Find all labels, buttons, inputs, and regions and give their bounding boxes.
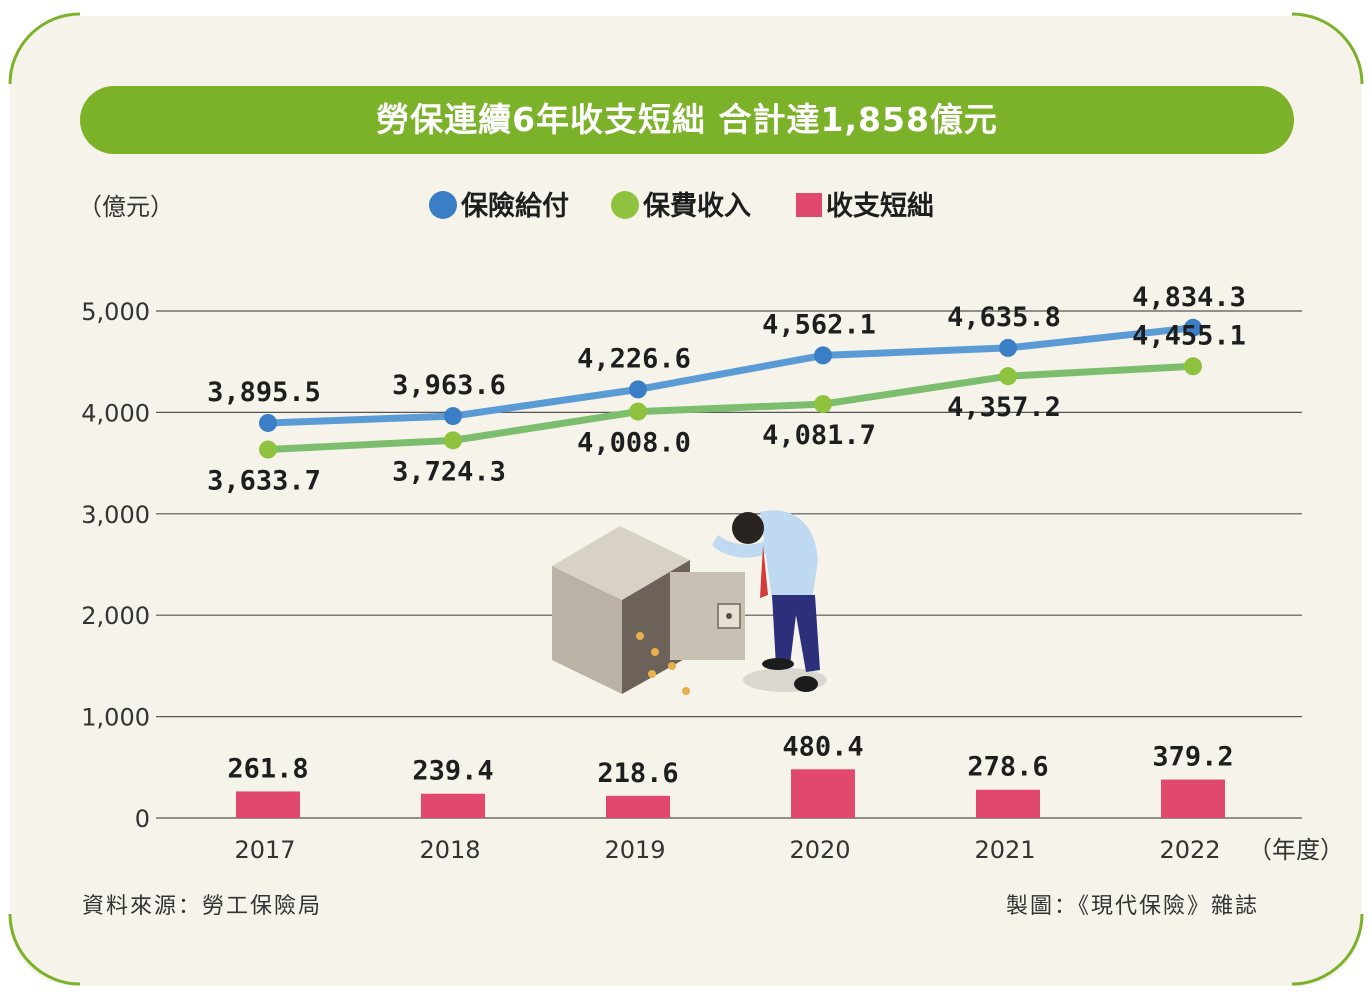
bar-deficit bbox=[606, 795, 670, 818]
data-label-benefit: 3,895.5 bbox=[207, 377, 321, 408]
bar-deficit bbox=[421, 793, 485, 818]
series-point-premium bbox=[1184, 357, 1202, 376]
x-tick-label: 2022 bbox=[1159, 836, 1220, 864]
data-label-deficit: 261.8 bbox=[227, 753, 308, 784]
x-tick-label: 2020 bbox=[789, 836, 850, 864]
legend-benefit-label: 保險給付 bbox=[460, 190, 569, 222]
data-label-premium: 4,455.1 bbox=[1132, 320, 1246, 351]
y-tick-label: 5,000 bbox=[81, 298, 150, 326]
chart-credit: 製圖：《現代保險》雜誌 bbox=[1006, 894, 1260, 919]
bar-deficit bbox=[791, 769, 855, 818]
x-axis-unit: （年度） bbox=[1248, 836, 1344, 864]
series-point-premium bbox=[444, 431, 462, 450]
x-tick-label: 2019 bbox=[604, 836, 665, 864]
series-point-premium bbox=[259, 440, 277, 459]
data-label-premium: 4,357.2 bbox=[947, 392, 1061, 423]
bar-deficit bbox=[976, 789, 1040, 818]
legend-premium-marker bbox=[611, 191, 639, 219]
y-tick-label: 4,000 bbox=[81, 399, 150, 427]
safe-illustration bbox=[552, 526, 827, 695]
series-point-premium bbox=[814, 395, 832, 414]
legend-benefit-marker bbox=[429, 191, 457, 219]
y-tick-label: 0 bbox=[135, 805, 150, 833]
chart-card bbox=[10, 16, 1362, 986]
series-point-benefit bbox=[814, 346, 832, 365]
data-label-deficit: 480.4 bbox=[782, 731, 863, 762]
series-point-benefit bbox=[999, 338, 1017, 357]
businessman-illustration bbox=[712, 510, 820, 692]
data-label-premium: 3,724.3 bbox=[392, 456, 506, 487]
data-label-deficit: 278.6 bbox=[967, 752, 1048, 783]
chart-title: 勞保連續6年收支短絀 合計達1,858億元 bbox=[80, 86, 1294, 154]
legend: 保險給付 保費收入 收支短絀 bbox=[429, 190, 934, 222]
x-tick-label: 2021 bbox=[974, 836, 1035, 864]
series-point-benefit bbox=[259, 413, 277, 432]
y-tick-label: 3,000 bbox=[81, 501, 150, 529]
y-tick-label: 1,000 bbox=[81, 704, 150, 732]
data-label-premium: 4,081.7 bbox=[762, 420, 876, 451]
x-tick-label: 2017 bbox=[234, 836, 295, 864]
bar-deficit bbox=[1161, 779, 1225, 818]
data-label-benefit: 4,834.3 bbox=[1132, 282, 1246, 313]
data-source: 資料來源：勞工保險局 bbox=[82, 894, 323, 919]
data-label-benefit: 3,963.6 bbox=[392, 370, 506, 401]
data-label-premium: 4,008.0 bbox=[577, 428, 691, 459]
y-tick-label: 2,000 bbox=[81, 602, 150, 630]
data-label-premium: 3,633.7 bbox=[207, 466, 321, 497]
data-label-deficit: 239.4 bbox=[412, 756, 493, 787]
legend-deficit-label: 收支短絀 bbox=[826, 190, 934, 222]
series-point-benefit bbox=[629, 380, 647, 399]
data-label-benefit: 4,226.6 bbox=[577, 343, 691, 374]
y-axis-unit: （億元） bbox=[78, 193, 174, 221]
data-label-benefit: 4,562.1 bbox=[762, 309, 876, 340]
data-label-benefit: 4,635.8 bbox=[947, 302, 1061, 333]
data-label-deficit: 379.2 bbox=[1152, 742, 1233, 773]
series-point-benefit bbox=[444, 407, 462, 426]
series-point-premium bbox=[999, 367, 1017, 386]
series-point-premium bbox=[629, 402, 647, 421]
legend-deficit-marker bbox=[796, 193, 822, 217]
data-label-deficit: 218.6 bbox=[597, 758, 678, 789]
legend-premium-label: 保費收入 bbox=[642, 191, 751, 222]
x-tick-label: 2018 bbox=[419, 836, 480, 864]
bar-deficit bbox=[236, 791, 300, 818]
series-line-premium bbox=[264, 362, 1197, 454]
series-point-benefit bbox=[1184, 318, 1202, 337]
series-line-benefit bbox=[264, 324, 1197, 427]
